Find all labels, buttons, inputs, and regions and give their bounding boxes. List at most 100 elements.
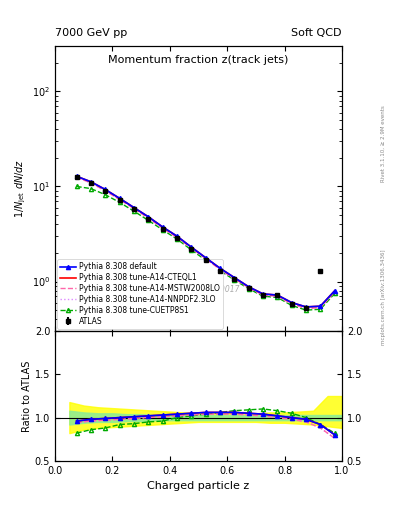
- Pythia 8.308 tune-A14-NNPDF2.3LO: [232, 275, 237, 282]
- Pythia 8.308 tune-A14-NNPDF2.3LO: [160, 225, 165, 231]
- Pythia 8.308 tune-CUETP8S1: [146, 217, 151, 223]
- Pythia 8.308 tune-A14-NNPDF2.3LO: [189, 245, 194, 251]
- Pythia 8.308 tune-A14-MSTW2008LO: [332, 289, 337, 295]
- Pythia 8.308 tune-CUETP8S1: [88, 185, 93, 191]
- Pythia 8.308 default: [203, 254, 208, 261]
- Pythia 8.308 tune-A14-MSTW2008LO: [117, 197, 122, 203]
- Pythia 8.308 default: [174, 233, 179, 239]
- Pythia 8.308 tune-A14-NNPDF2.3LO: [304, 306, 309, 312]
- Pythia 8.308 default: [289, 300, 294, 306]
- Pythia 8.308 tune-CUETP8S1: [189, 247, 194, 253]
- Pythia 8.308 default: [332, 288, 337, 294]
- Text: Momentum fraction z(track jets): Momentum fraction z(track jets): [108, 55, 288, 65]
- Pythia 8.308 tune-A14-CTEQL1: [189, 244, 194, 250]
- Text: mcplots.cern.ch [arXiv:1306.3436]: mcplots.cern.ch [arXiv:1306.3436]: [381, 249, 386, 345]
- Pythia 8.308 tune-A14-NNPDF2.3LO: [146, 215, 151, 221]
- Pythia 8.308 default: [261, 291, 265, 297]
- Pythia 8.308 tune-CUETP8S1: [246, 286, 251, 292]
- Pythia 8.308 tune-A14-MSTW2008LO: [74, 174, 79, 180]
- Pythia 8.308 tune-A14-CTEQL1: [160, 224, 165, 230]
- Pythia 8.308 tune-CUETP8S1: [332, 290, 337, 296]
- Pythia 8.308 tune-A14-MSTW2008LO: [189, 245, 194, 251]
- Pythia 8.308 tune-CUETP8S1: [160, 227, 165, 233]
- Pythia 8.308 default: [318, 303, 323, 309]
- Pythia 8.308 tune-A14-NNPDF2.3LO: [132, 205, 136, 211]
- Pythia 8.308 tune-A14-MSTW2008LO: [304, 306, 309, 312]
- Pythia 8.308 tune-CUETP8S1: [275, 294, 280, 301]
- Pythia 8.308 tune-A14-CTEQL1: [246, 284, 251, 290]
- Pythia 8.308 tune-A14-MSTW2008LO: [103, 188, 108, 194]
- Pythia 8.308 tune-CUETP8S1: [117, 199, 122, 205]
- Pythia 8.308 tune-A14-CTEQL1: [304, 304, 309, 310]
- Pythia 8.308 tune-A14-NNPDF2.3LO: [88, 180, 93, 186]
- Pythia 8.308 tune-A14-CTEQL1: [218, 265, 222, 271]
- Pythia 8.308 tune-A14-CTEQL1: [74, 173, 79, 179]
- Text: Soft QCD: Soft QCD: [292, 28, 342, 38]
- Pythia 8.308 tune-A14-MSTW2008LO: [246, 285, 251, 291]
- Pythia 8.308 tune-A14-CTEQL1: [289, 300, 294, 306]
- Line: Pythia 8.308 tune-A14-CTEQL1: Pythia 8.308 tune-A14-CTEQL1: [77, 176, 335, 307]
- Pythia 8.308 tune-A14-CTEQL1: [146, 214, 151, 220]
- Pythia 8.308 default: [88, 179, 93, 185]
- Pythia 8.308 tune-A14-MSTW2008LO: [146, 215, 151, 221]
- Pythia 8.308 tune-CUETP8S1: [318, 306, 323, 312]
- Pythia 8.308 tune-A14-MSTW2008LO: [160, 225, 165, 231]
- Pythia 8.308 tune-A14-NNPDF2.3LO: [218, 266, 222, 272]
- Pythia 8.308 tune-A14-CTEQL1: [132, 204, 136, 210]
- Pythia 8.308 tune-A14-CTEQL1: [117, 195, 122, 201]
- Pythia 8.308 default: [232, 274, 237, 281]
- Y-axis label: Ratio to ATLAS: Ratio to ATLAS: [22, 360, 32, 432]
- Pythia 8.308 default: [275, 292, 280, 298]
- Pythia 8.308 tune-CUETP8S1: [304, 307, 309, 313]
- Pythia 8.308 tune-A14-MSTW2008LO: [203, 255, 208, 262]
- Line: Pythia 8.308 default: Pythia 8.308 default: [74, 174, 337, 309]
- Pythia 8.308 tune-A14-NNPDF2.3LO: [203, 255, 208, 262]
- Pythia 8.308 tune-A14-MSTW2008LO: [174, 234, 179, 241]
- Pythia 8.308 tune-CUETP8S1: [232, 277, 237, 283]
- Pythia 8.308 tune-CUETP8S1: [218, 268, 222, 274]
- Pythia 8.308 tune-A14-CTEQL1: [232, 274, 237, 281]
- Pythia 8.308 default: [103, 186, 108, 193]
- Y-axis label: $1/N_\mathrm{jet}\ dN/dz$: $1/N_\mathrm{jet}\ dN/dz$: [13, 159, 28, 218]
- Pythia 8.308 default: [74, 173, 79, 179]
- Pythia 8.308 tune-A14-NNPDF2.3LO: [117, 197, 122, 203]
- Pythia 8.308 default: [246, 284, 251, 290]
- Pythia 8.308 tune-CUETP8S1: [203, 257, 208, 263]
- Pythia 8.308 default: [117, 195, 122, 201]
- Pythia 8.308 tune-A14-NNPDF2.3LO: [275, 293, 280, 300]
- Pythia 8.308 tune-A14-CTEQL1: [332, 288, 337, 294]
- Pythia 8.308 tune-A14-MSTW2008LO: [289, 301, 294, 307]
- Pythia 8.308 tune-A14-NNPDF2.3LO: [174, 234, 179, 241]
- Pythia 8.308 tune-A14-NNPDF2.3LO: [261, 292, 265, 298]
- Pythia 8.308 tune-A14-NNPDF2.3LO: [246, 285, 251, 291]
- Pythia 8.308 tune-CUETP8S1: [103, 191, 108, 198]
- Pythia 8.308 tune-A14-CTEQL1: [261, 291, 265, 297]
- Pythia 8.308 default: [146, 214, 151, 220]
- Pythia 8.308 default: [218, 265, 222, 271]
- Pythia 8.308 tune-CUETP8S1: [261, 293, 265, 300]
- Line: Pythia 8.308 tune-A14-MSTW2008LO: Pythia 8.308 tune-A14-MSTW2008LO: [77, 177, 335, 309]
- Pythia 8.308 tune-A14-MSTW2008LO: [232, 275, 237, 282]
- Pythia 8.308 default: [132, 204, 136, 210]
- Pythia 8.308 tune-A14-MSTW2008LO: [88, 180, 93, 186]
- Pythia 8.308 tune-CUETP8S1: [174, 236, 179, 242]
- Pythia 8.308 tune-A14-MSTW2008LO: [132, 205, 136, 211]
- Pythia 8.308 tune-A14-NNPDF2.3LO: [74, 174, 79, 180]
- Pythia 8.308 tune-CUETP8S1: [74, 183, 79, 189]
- Text: 7000 GeV pp: 7000 GeV pp: [55, 28, 127, 38]
- Pythia 8.308 default: [304, 304, 309, 310]
- Pythia 8.308 tune-A14-CTEQL1: [318, 303, 323, 309]
- Pythia 8.308 tune-CUETP8S1: [132, 208, 136, 214]
- Pythia 8.308 tune-CUETP8S1: [289, 303, 294, 309]
- Text: ATLAS_2011_I919017: ATLAS_2011_I919017: [157, 284, 240, 293]
- Pythia 8.308 tune-A14-CTEQL1: [103, 186, 108, 193]
- Pythia 8.308 tune-A14-CTEQL1: [88, 179, 93, 185]
- Pythia 8.308 tune-A14-NNPDF2.3LO: [103, 188, 108, 194]
- Legend: Pythia 8.308 default, Pythia 8.308 tune-A14-CTEQL1, Pythia 8.308 tune-A14-MSTW20: Pythia 8.308 default, Pythia 8.308 tune-…: [57, 259, 222, 329]
- Pythia 8.308 tune-A14-NNPDF2.3LO: [318, 305, 323, 311]
- Pythia 8.308 tune-A14-MSTW2008LO: [218, 266, 222, 272]
- Pythia 8.308 tune-A14-MSTW2008LO: [318, 305, 323, 311]
- Pythia 8.308 tune-A14-CTEQL1: [203, 254, 208, 261]
- X-axis label: Charged particle z: Charged particle z: [147, 481, 250, 491]
- Pythia 8.308 tune-A14-CTEQL1: [174, 233, 179, 239]
